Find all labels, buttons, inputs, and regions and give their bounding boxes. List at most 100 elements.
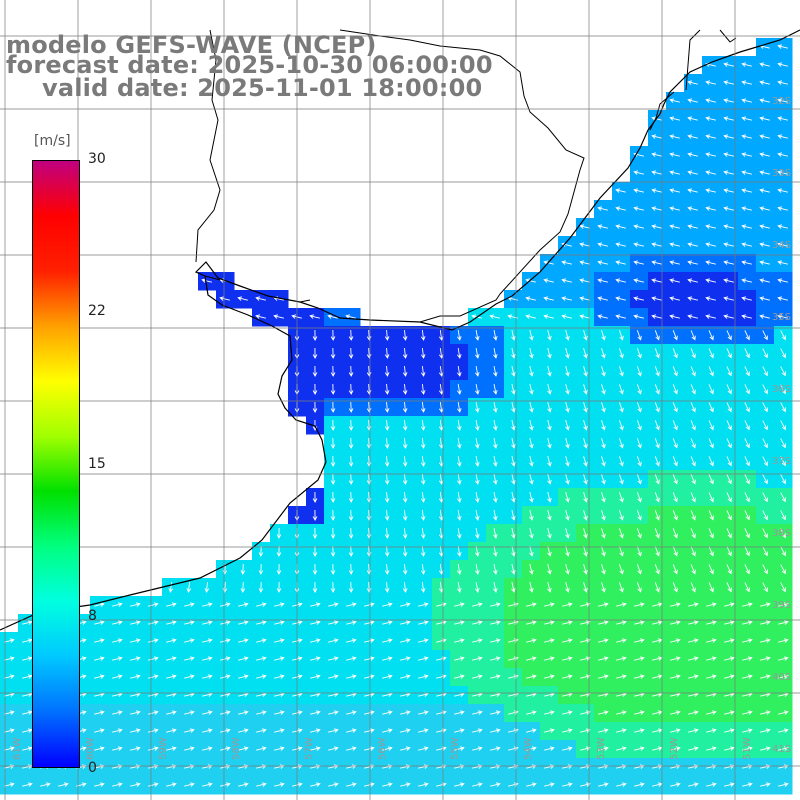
wind-arrow xyxy=(579,260,590,265)
wind-arrow xyxy=(438,365,444,377)
wind-arrow xyxy=(238,674,249,679)
wind-arrow xyxy=(330,419,336,431)
wind-arrow xyxy=(723,62,734,67)
wind-arrow xyxy=(472,746,483,751)
wind-arrow xyxy=(384,581,390,593)
wind-arrow xyxy=(780,546,786,557)
wind-arrow xyxy=(565,564,570,575)
wind-arrow xyxy=(130,782,141,787)
wind-arrow xyxy=(420,473,426,485)
wind-arrow xyxy=(636,348,642,359)
wind-arrow xyxy=(598,710,609,715)
wind-arrow xyxy=(601,474,606,485)
wind-arrow xyxy=(475,365,480,377)
wind-arrow xyxy=(777,242,788,247)
wind-arrow xyxy=(312,491,318,503)
wind-arrow xyxy=(529,528,534,539)
wind-arrow xyxy=(651,170,662,175)
wind-arrow xyxy=(274,620,285,625)
wind-arrow xyxy=(346,728,357,733)
wind-arrow xyxy=(672,456,678,467)
wind-arrow xyxy=(565,528,570,539)
wind-arrow xyxy=(726,474,732,485)
wind-arrow xyxy=(583,492,588,503)
latitude-label: 40S xyxy=(772,672,791,683)
wind-arrow xyxy=(616,710,627,715)
wind-arrow xyxy=(166,656,177,661)
colorbar-label-high: 22 xyxy=(88,303,106,319)
wind-arrow xyxy=(364,656,375,661)
wind-arrow xyxy=(777,206,788,211)
wind-arrow xyxy=(654,366,660,377)
wind-arrow xyxy=(762,510,768,521)
wind-arrow xyxy=(601,366,606,377)
wind-arrow xyxy=(310,782,321,787)
wind-arrow xyxy=(346,602,357,607)
wind-arrow xyxy=(493,348,498,359)
wind-arrow xyxy=(529,564,534,575)
wind-arrow xyxy=(762,456,768,467)
wind-arrow xyxy=(651,296,662,301)
wind-arrow xyxy=(690,474,696,485)
wind-arrow xyxy=(493,582,498,593)
wind-arrow xyxy=(633,278,644,283)
wind-arrow xyxy=(742,674,753,679)
wind-arrow xyxy=(22,656,33,661)
wind-arrow xyxy=(601,564,606,575)
wind-arrow xyxy=(579,278,590,283)
wind-arrow xyxy=(726,330,732,341)
wind-arrow xyxy=(724,638,735,643)
wind-arrow xyxy=(112,674,123,679)
wind-arrow xyxy=(475,437,480,449)
wind-arrow xyxy=(723,134,734,139)
wind-arrow xyxy=(346,620,357,625)
wind-arrow xyxy=(708,546,714,557)
wind-arrow xyxy=(565,510,570,521)
wind-arrow xyxy=(762,420,768,431)
wind-arrow xyxy=(184,782,195,787)
wind-arrow xyxy=(544,782,555,787)
wind-arrow xyxy=(669,134,680,139)
wind-arrow xyxy=(615,188,626,193)
wind-arrow xyxy=(384,491,390,503)
wind-arrow xyxy=(382,638,393,643)
wind-arrow xyxy=(616,746,627,751)
wind-arrow xyxy=(493,456,498,467)
wind-arrow xyxy=(759,278,770,283)
wind-arrow xyxy=(780,438,786,449)
wind-arrow xyxy=(130,746,141,751)
wind-arrow xyxy=(366,545,372,557)
wind-arrow xyxy=(618,402,624,413)
wind-arrow xyxy=(741,224,752,229)
wind-arrow xyxy=(708,420,714,431)
wind-arrow xyxy=(418,710,429,715)
wind-arrow xyxy=(777,296,788,301)
wind-arrow xyxy=(547,582,552,593)
wind-arrow xyxy=(166,638,177,643)
wind-arrow xyxy=(615,224,626,229)
wind-arrow xyxy=(778,782,789,787)
wind-arrow xyxy=(493,384,498,395)
wind-arrow xyxy=(636,546,642,557)
wind-arrow xyxy=(472,710,483,715)
wind-arrow xyxy=(330,581,336,593)
wind-arrow xyxy=(633,260,644,265)
wind-arrow xyxy=(348,347,354,359)
wind-arrow xyxy=(690,582,696,593)
wind-arrow xyxy=(687,206,698,211)
wind-arrow xyxy=(22,746,33,751)
wind-arrow xyxy=(330,347,336,359)
wind-arrow xyxy=(148,620,159,625)
wind-arrow xyxy=(472,674,483,679)
wind-arrow xyxy=(583,438,588,449)
wind-arrow xyxy=(580,782,591,787)
wind-arrow xyxy=(583,546,588,557)
wind-arrow xyxy=(615,242,626,247)
wind-arrow xyxy=(438,473,444,485)
wind-arrow xyxy=(400,710,411,715)
wind-arrow xyxy=(490,674,501,679)
wind-arrow xyxy=(565,438,570,449)
wind-arrow xyxy=(328,746,339,751)
wind-arrow xyxy=(276,563,282,575)
wind-arrow xyxy=(346,656,357,661)
